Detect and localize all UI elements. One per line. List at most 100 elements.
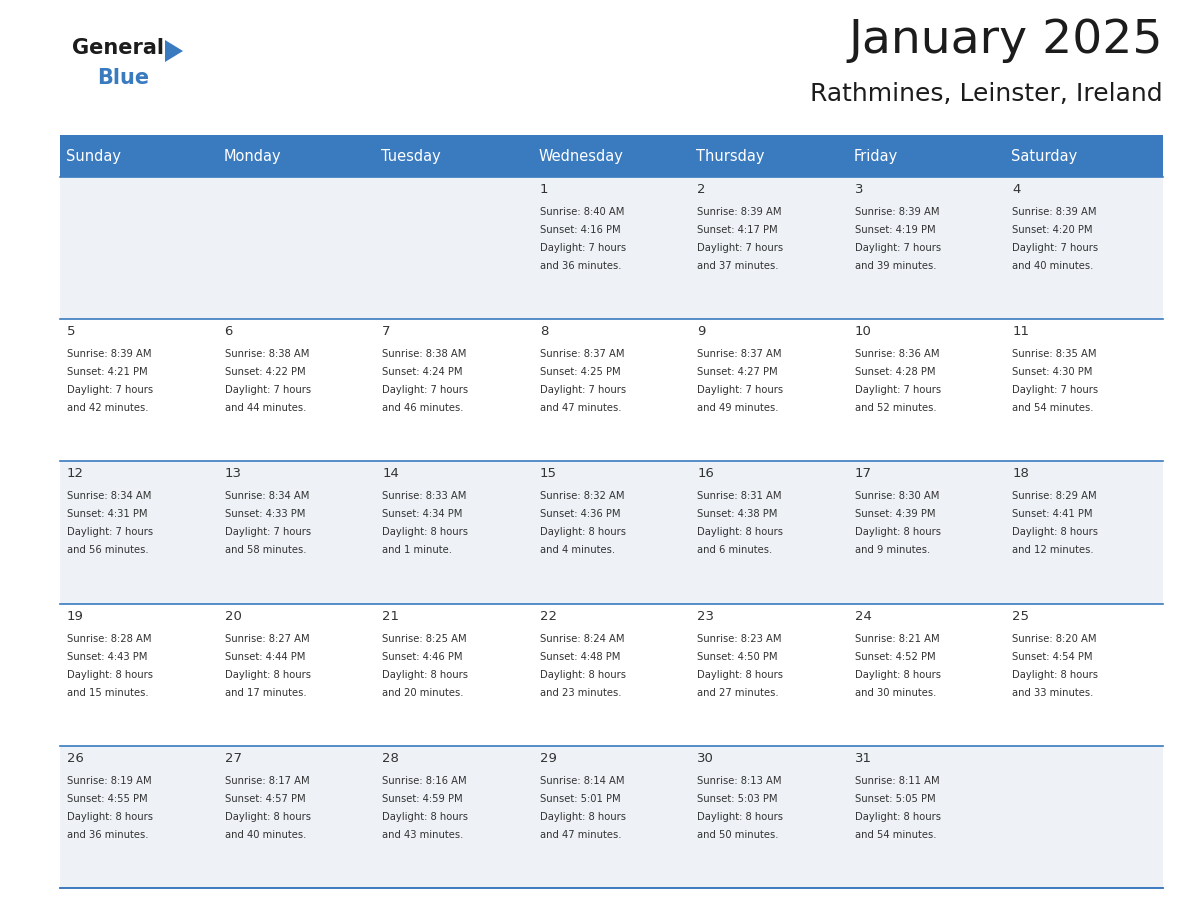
Text: Sunrise: 8:21 AM: Sunrise: 8:21 AM	[855, 633, 940, 644]
Text: Tuesday: Tuesday	[381, 149, 441, 163]
Text: 4: 4	[1012, 183, 1020, 196]
Text: Sunset: 4:31 PM: Sunset: 4:31 PM	[67, 509, 147, 520]
Text: Sunrise: 8:25 AM: Sunrise: 8:25 AM	[383, 633, 467, 644]
Text: Sunset: 4:22 PM: Sunset: 4:22 PM	[225, 367, 305, 377]
Bar	[61, 604, 1163, 745]
Text: Sunset: 5:05 PM: Sunset: 5:05 PM	[855, 794, 935, 804]
Text: Sunrise: 8:31 AM: Sunrise: 8:31 AM	[697, 491, 782, 501]
Text: and 56 minutes.: and 56 minutes.	[67, 545, 148, 555]
Text: Sunrise: 8:16 AM: Sunrise: 8:16 AM	[383, 776, 467, 786]
Text: and 39 minutes.: and 39 minutes.	[855, 261, 936, 271]
Text: Daylight: 8 hours: Daylight: 8 hours	[225, 812, 310, 822]
Text: Sunrise: 8:39 AM: Sunrise: 8:39 AM	[697, 207, 782, 217]
Text: and 50 minutes.: and 50 minutes.	[697, 830, 779, 840]
Text: Blue: Blue	[97, 68, 150, 88]
Text: Friday: Friday	[854, 149, 898, 163]
Text: and 6 minutes.: and 6 minutes.	[697, 545, 772, 555]
Text: and 40 minutes.: and 40 minutes.	[1012, 261, 1094, 271]
Text: Sunrise: 8:39 AM: Sunrise: 8:39 AM	[1012, 207, 1097, 217]
Text: Sunrise: 8:14 AM: Sunrise: 8:14 AM	[539, 776, 624, 786]
Text: 21: 21	[383, 610, 399, 622]
Text: Sunrise: 8:19 AM: Sunrise: 8:19 AM	[67, 776, 152, 786]
Text: and 4 minutes.: and 4 minutes.	[539, 545, 615, 555]
Text: Sunset: 4:21 PM: Sunset: 4:21 PM	[67, 367, 147, 377]
Text: Sunrise: 8:32 AM: Sunrise: 8:32 AM	[539, 491, 624, 501]
Text: 12: 12	[67, 467, 84, 480]
Text: Daylight: 8 hours: Daylight: 8 hours	[225, 669, 310, 679]
Text: Sunrise: 8:39 AM: Sunrise: 8:39 AM	[67, 349, 152, 359]
Text: 28: 28	[383, 752, 399, 765]
Text: 19: 19	[67, 610, 84, 622]
Text: Sunset: 4:55 PM: Sunset: 4:55 PM	[67, 794, 147, 804]
Text: Sunrise: 8:11 AM: Sunrise: 8:11 AM	[855, 776, 940, 786]
Text: Sunday: Sunday	[67, 149, 121, 163]
Text: 1: 1	[539, 183, 548, 196]
Text: Daylight: 7 hours: Daylight: 7 hours	[225, 386, 311, 396]
Text: Daylight: 8 hours: Daylight: 8 hours	[855, 669, 941, 679]
Text: and 17 minutes.: and 17 minutes.	[225, 688, 307, 698]
Text: 29: 29	[539, 752, 557, 765]
Text: and 44 minutes.: and 44 minutes.	[225, 403, 307, 413]
Text: 7: 7	[383, 325, 391, 338]
Text: 13: 13	[225, 467, 241, 480]
Text: Sunrise: 8:39 AM: Sunrise: 8:39 AM	[855, 207, 940, 217]
Text: Daylight: 7 hours: Daylight: 7 hours	[697, 243, 783, 253]
Text: Monday: Monday	[223, 149, 282, 163]
Text: Daylight: 8 hours: Daylight: 8 hours	[383, 528, 468, 537]
Text: and 47 minutes.: and 47 minutes.	[539, 830, 621, 840]
Text: Sunrise: 8:24 AM: Sunrise: 8:24 AM	[539, 633, 624, 644]
Text: Sunset: 4:50 PM: Sunset: 4:50 PM	[697, 652, 778, 662]
Text: Daylight: 7 hours: Daylight: 7 hours	[225, 528, 311, 537]
Bar	[61, 319, 1163, 462]
Text: Daylight: 8 hours: Daylight: 8 hours	[697, 812, 783, 822]
Text: and 54 minutes.: and 54 minutes.	[855, 830, 936, 840]
Text: Sunrise: 8:33 AM: Sunrise: 8:33 AM	[383, 491, 467, 501]
Text: and 27 minutes.: and 27 minutes.	[697, 688, 779, 698]
Text: Daylight: 8 hours: Daylight: 8 hours	[383, 812, 468, 822]
Text: 6: 6	[225, 325, 233, 338]
Text: Daylight: 8 hours: Daylight: 8 hours	[67, 669, 153, 679]
Text: Sunrise: 8:34 AM: Sunrise: 8:34 AM	[67, 491, 151, 501]
Text: and 15 minutes.: and 15 minutes.	[67, 688, 148, 698]
Text: and 49 minutes.: and 49 minutes.	[697, 403, 779, 413]
Text: and 36 minutes.: and 36 minutes.	[67, 830, 148, 840]
Bar	[61, 177, 1163, 319]
Text: Sunset: 4:43 PM: Sunset: 4:43 PM	[67, 652, 147, 662]
Text: and 52 minutes.: and 52 minutes.	[855, 403, 936, 413]
Text: Daylight: 7 hours: Daylight: 7 hours	[539, 386, 626, 396]
Text: Sunset: 4:57 PM: Sunset: 4:57 PM	[225, 794, 305, 804]
Text: 26: 26	[67, 752, 84, 765]
Text: Daylight: 8 hours: Daylight: 8 hours	[697, 528, 783, 537]
Text: Daylight: 8 hours: Daylight: 8 hours	[539, 812, 626, 822]
Text: 10: 10	[855, 325, 872, 338]
Text: Daylight: 7 hours: Daylight: 7 hours	[539, 243, 626, 253]
Text: Sunset: 4:16 PM: Sunset: 4:16 PM	[539, 225, 620, 235]
Text: Sunset: 4:59 PM: Sunset: 4:59 PM	[383, 794, 463, 804]
Text: 31: 31	[855, 752, 872, 765]
Text: Sunset: 4:48 PM: Sunset: 4:48 PM	[539, 652, 620, 662]
Text: Sunset: 4:24 PM: Sunset: 4:24 PM	[383, 367, 462, 377]
Text: 15: 15	[539, 467, 557, 480]
Text: and 1 minute.: and 1 minute.	[383, 545, 453, 555]
Text: Sunrise: 8:38 AM: Sunrise: 8:38 AM	[383, 349, 467, 359]
Text: Daylight: 7 hours: Daylight: 7 hours	[383, 386, 468, 396]
Text: Daylight: 8 hours: Daylight: 8 hours	[539, 528, 626, 537]
Text: 11: 11	[1012, 325, 1030, 338]
Text: Sunset: 4:46 PM: Sunset: 4:46 PM	[383, 652, 462, 662]
Text: and 54 minutes.: and 54 minutes.	[1012, 403, 1094, 413]
Text: Sunset: 4:36 PM: Sunset: 4:36 PM	[539, 509, 620, 520]
Text: Sunset: 4:38 PM: Sunset: 4:38 PM	[697, 509, 778, 520]
Text: and 58 minutes.: and 58 minutes.	[225, 545, 307, 555]
Text: Sunrise: 8:36 AM: Sunrise: 8:36 AM	[855, 349, 940, 359]
Text: Sunrise: 8:37 AM: Sunrise: 8:37 AM	[697, 349, 782, 359]
Text: Daylight: 8 hours: Daylight: 8 hours	[539, 669, 626, 679]
Text: and 23 minutes.: and 23 minutes.	[539, 688, 621, 698]
Text: Sunrise: 8:29 AM: Sunrise: 8:29 AM	[1012, 491, 1097, 501]
Text: Sunset: 4:28 PM: Sunset: 4:28 PM	[855, 367, 935, 377]
Text: Sunrise: 8:40 AM: Sunrise: 8:40 AM	[539, 207, 624, 217]
Text: Sunset: 4:20 PM: Sunset: 4:20 PM	[1012, 225, 1093, 235]
Bar	[61, 135, 1163, 177]
Text: Daylight: 8 hours: Daylight: 8 hours	[383, 669, 468, 679]
Text: 30: 30	[697, 752, 714, 765]
Text: Sunset: 4:30 PM: Sunset: 4:30 PM	[1012, 367, 1093, 377]
